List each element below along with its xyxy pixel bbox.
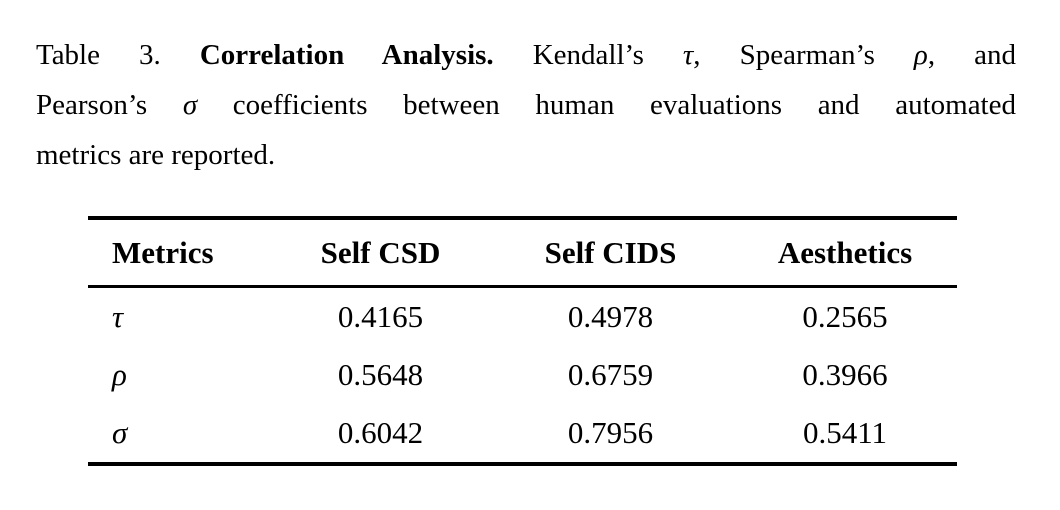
value-cell: 0.4165 [337, 299, 424, 334]
caption-line-2: Pearson’s σ coefficients between human e… [36, 80, 1016, 130]
table-row-sigma: σ 0.6042 0.7956 0.5411 [88, 404, 957, 464]
column-header-metrics: Metrics [88, 218, 273, 288]
table-caption: Table 3. Correlation Analysis. Kendall’s… [36, 30, 1016, 180]
value-cell: 0.6759 [567, 357, 654, 392]
caption-line-1: Table 3. Correlation Analysis. Kendall’s… [36, 30, 1016, 80]
greek-sigma: σ [182, 89, 198, 121]
caption-text: coefficients between human evaluations a… [197, 89, 1016, 121]
caption-text: Pearson’s [36, 89, 183, 121]
caption-text: Kendall’s [493, 39, 683, 71]
correlation-table-container: Metrics Self CSD Self CIDS Aesthetics τ … [88, 216, 957, 466]
caption-title: Correlation Analysis. [199, 39, 494, 71]
caption-text: metrics are reported. [36, 139, 276, 171]
column-header-self-csd: Self CSD [273, 218, 488, 288]
value-cell: 0.2565 [802, 299, 888, 334]
greek-tau: τ [682, 39, 694, 71]
value-cell: 0.6042 [337, 415, 424, 450]
metric-cell-sigma: σ [112, 415, 128, 450]
correlation-table: Metrics Self CSD Self CIDS Aesthetics τ … [88, 216, 957, 466]
column-header-self-cids: Self CIDS [488, 218, 733, 288]
caption-line-3: metrics are reported. [36, 130, 1016, 180]
greek-rho: ρ [913, 39, 928, 71]
metric-cell-tau: τ [112, 299, 124, 334]
metric-cell-rho: ρ [112, 357, 127, 392]
value-cell: 0.5648 [337, 357, 424, 392]
value-cell: 0.4978 [567, 299, 654, 334]
caption-label: Table 3. [36, 39, 200, 71]
caption-text: , Spearman’s [693, 39, 914, 71]
value-cell: 0.7956 [567, 415, 654, 450]
caption-text: , and [927, 39, 1016, 71]
table-header-row: Metrics Self CSD Self CIDS Aesthetics [88, 218, 957, 288]
column-header-aesthetics: Aesthetics [733, 218, 957, 288]
table-row-rho: ρ 0.5648 0.6759 0.3966 [88, 346, 957, 404]
table-row-tau: τ 0.4165 0.4978 0.2565 [88, 287, 957, 347]
value-cell: 0.5411 [802, 415, 888, 450]
value-cell: 0.3966 [802, 357, 888, 392]
